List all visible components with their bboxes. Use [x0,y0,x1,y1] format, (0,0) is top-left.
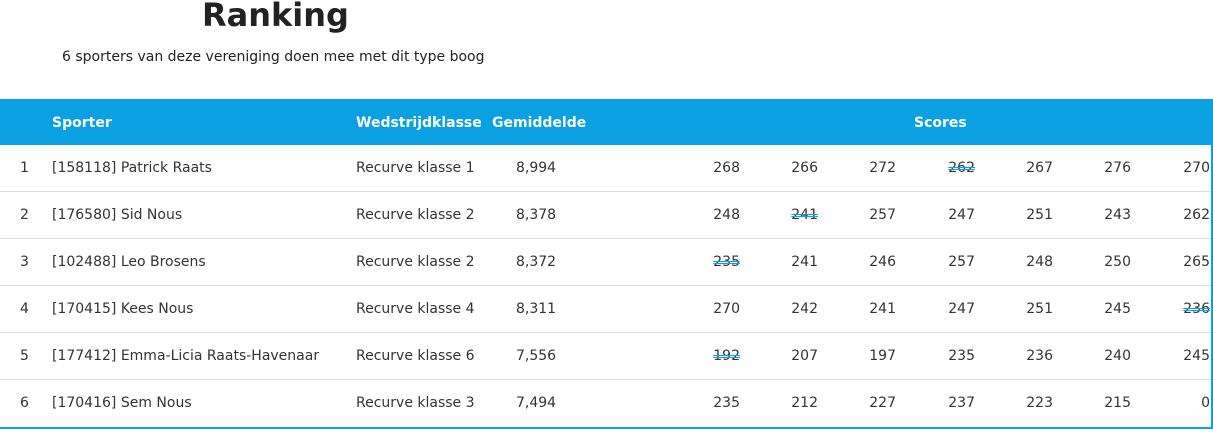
rank-cell: 5 [20,348,29,364]
gemiddelde-cell: 7,556 [516,348,557,364]
klasse-cell: Recurve klasse 2 [356,254,475,270]
score-cell: 241 [869,301,896,317]
score-cell: 235 [713,395,740,411]
sporter-cell: [170416] Sem Nous [52,395,192,411]
table-row: 1 [158118] Patrick Raats Recurve klasse 1 8… [0,145,1211,192]
score-cell: 245 [1183,348,1210,364]
sporter-cell: [176580] Sid Nous [52,207,183,223]
header-gemiddelde: Gemiddelde [492,115,587,131]
score-cell-dropped: 235 [713,254,740,270]
score-cell: 246 [869,254,896,270]
sporter-cell: [102488] Leo Brosens [52,254,206,270]
score-cell: 236 [1026,348,1053,364]
rank-cell: 2 [20,207,29,223]
page-title: Ranking [202,0,349,34]
score-cell: 262 [1183,207,1210,223]
score-cell-dropped: 192 [713,348,740,364]
score-cell: 268 [713,160,740,176]
score-cell: 251 [1026,207,1053,223]
gemiddelde-cell: 8,372 [516,254,557,270]
rank-cell: 3 [20,254,29,270]
score-cell: 247 [948,207,975,223]
score-cell: 240 [1104,348,1131,364]
score-cell: 265 [1183,254,1210,270]
klasse-cell: Recurve klasse 2 [356,207,475,223]
rank-cell: 1 [20,160,29,176]
score-cell: 212 [791,395,818,411]
header-klasse: Wedstrijdklasse [356,115,482,131]
gemiddelde-cell: 7,494 [516,395,557,411]
score-cell: 237 [948,395,975,411]
score-cell: 245 [1104,301,1131,317]
table-row: 2 [176580] Sid Nous Recurve klasse 2 8,378 2… [0,192,1211,239]
table-row: 3 [102488] Leo Brosens Recurve klasse 2 8,3… [0,239,1211,286]
score-cell: 257 [869,207,896,223]
table-row: 6 [170416] Sem Nous Recurve klasse 3 7,494 2… [0,380,1211,426]
score-cell-dropped: 241 [791,207,818,223]
gemiddelde-cell: 8,994 [516,160,557,176]
rank-cell: 4 [20,301,29,317]
score-cell: 276 [1104,160,1131,176]
score-cell-dropped: 236 [1183,301,1210,317]
score-cell: 250 [1104,254,1131,270]
table-row: 4 [170415] Kees Nous Recurve klasse 4 8,311… [0,286,1211,333]
table-row: 5 [177412] Emma-Licia Raats-Havenaar Recur… [0,333,1211,380]
header-scores: Scores [914,115,967,131]
gemiddelde-cell: 8,378 [516,207,557,223]
score-cell: 197 [869,348,896,364]
score-cell: 235 [948,348,975,364]
score-cell: 267 [1026,160,1053,176]
page-subtitle: 6 sporters van deze vereniging doen mee … [62,49,485,65]
score-cell: 207 [791,348,818,364]
klasse-cell: Recurve klasse 4 [356,301,475,317]
rank-cell: 6 [20,395,29,411]
score-cell: 272 [869,160,896,176]
score-cell: 215 [1104,395,1131,411]
score-cell: 243 [1104,207,1131,223]
score-cell: 227 [869,395,896,411]
score-cell: 247 [948,301,975,317]
klasse-cell: Recurve klasse 6 [356,348,475,364]
score-cell: 266 [791,160,818,176]
klasse-cell: Recurve klasse 3 [356,395,475,411]
score-cell: 257 [948,254,975,270]
table-header: Sporter Wedstrijdklasse Gemiddelde Score… [0,99,1211,145]
score-cell: 270 [713,301,740,317]
score-cell: 270 [1183,160,1210,176]
score-cell: 223 [1026,395,1053,411]
score-cell: 242 [791,301,818,317]
score-cell: 248 [713,207,740,223]
sporter-cell: [170415] Kees Nous [52,301,194,317]
score-cell: 0 [1201,395,1210,411]
score-cell: 248 [1026,254,1053,270]
sporter-cell: [177412] Emma-Licia Raats-Havenaar [52,348,320,364]
klasse-cell: Recurve klasse 1 [356,160,475,176]
header-sporter: Sporter [52,115,112,131]
score-cell: 241 [791,254,818,270]
score-cell: 251 [1026,301,1053,317]
ranking-table: Sporter Wedstrijdklasse Gemiddelde Score… [0,99,1213,429]
score-cell-dropped: 262 [948,160,975,176]
sporter-cell: [158118] Patrick Raats [52,160,212,176]
gemiddelde-cell: 8,311 [516,301,557,317]
